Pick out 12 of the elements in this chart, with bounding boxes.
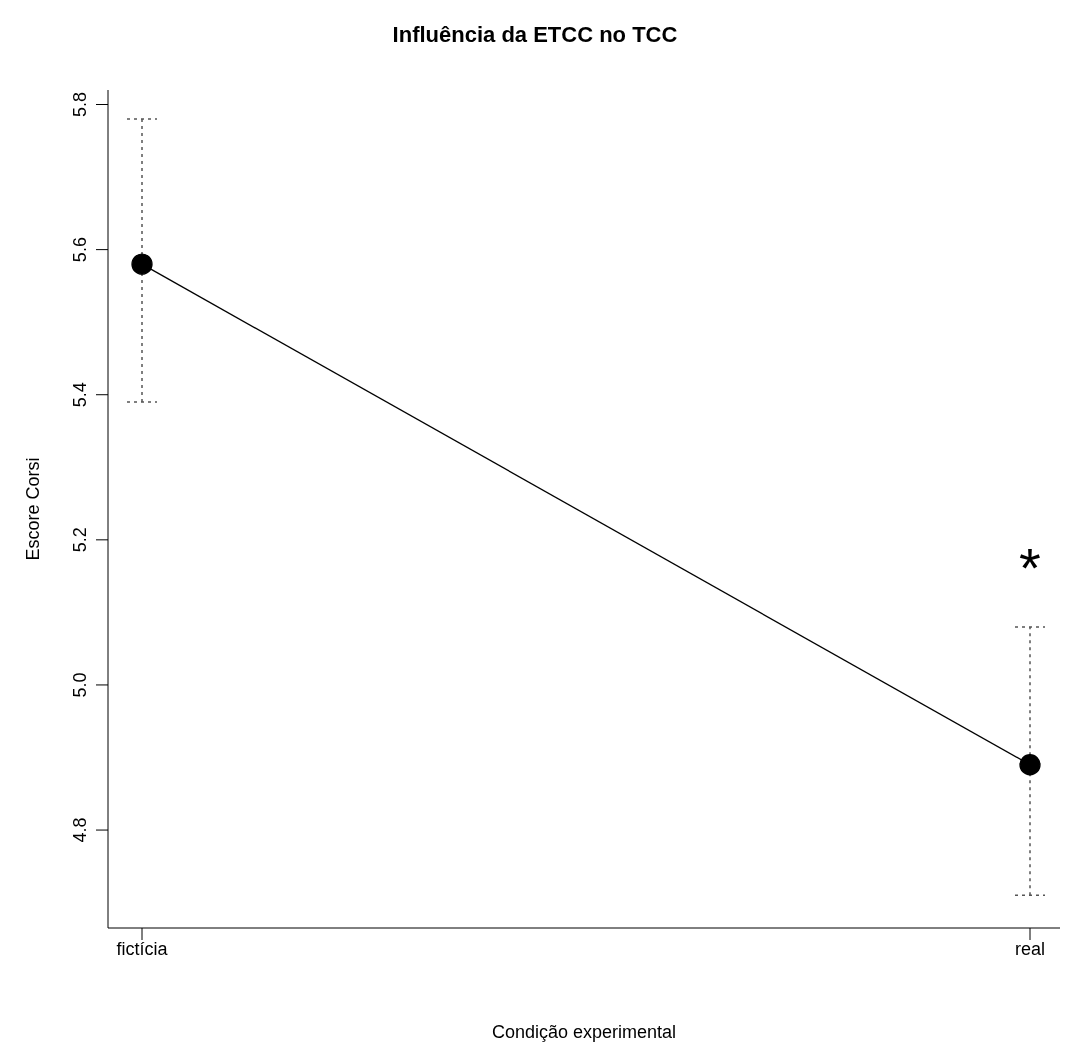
y-tick-label: 4.8 <box>70 817 90 843</box>
y-tick-label: 5.2 <box>70 527 90 553</box>
y-tick-label: 5.6 <box>70 237 90 263</box>
x-axis-title: Condição experimental <box>491 1022 677 1042</box>
x-tick-label: fictícia <box>116 938 169 959</box>
annotation: * <box>1018 536 1042 599</box>
chart-title: Influência da ETCC no TCC <box>391 21 679 49</box>
y-axis-title: Escore Corsi <box>23 457 44 561</box>
x-tick-label: real <box>1014 938 1046 959</box>
y-tick-label: 5.8 <box>70 92 90 118</box>
y-tick-label: 5.4 <box>70 382 90 408</box>
y-tick-label: 5.0 <box>70 672 90 698</box>
